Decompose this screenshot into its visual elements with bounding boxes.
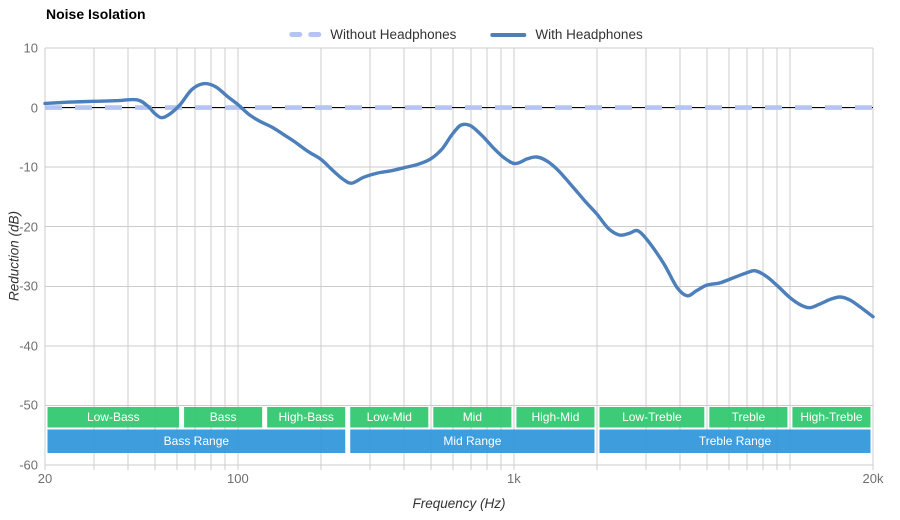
range-band-label: Mid Range xyxy=(443,434,502,449)
y-tick-label: 10 xyxy=(23,40,38,56)
y-tick-label: -20 xyxy=(19,219,38,235)
sub-band-row xyxy=(47,407,871,428)
legend-item-without-headphones: Without Headphones xyxy=(289,27,456,42)
sub-band-label: High-Mid xyxy=(531,410,580,425)
solid-line-legend-marker-icon xyxy=(490,32,527,37)
x-tick-label: 1k xyxy=(507,471,521,486)
y-tick-label: -10 xyxy=(19,159,38,175)
range-band-mid-range xyxy=(350,429,595,453)
sub-band-label: Low-Treble xyxy=(622,410,682,425)
dashed-line-legend-marker-icon xyxy=(289,32,322,37)
legend-item-with-headphones: With Headphones xyxy=(490,27,643,42)
chart-title: Noise Isolation xyxy=(46,6,146,22)
sub-band-label: Treble xyxy=(731,410,766,425)
sub-band-label: High-Bass xyxy=(278,410,334,425)
range-band-bass-range xyxy=(47,429,346,453)
sub-band-low-treble xyxy=(599,407,705,428)
sub-band-mid xyxy=(433,407,512,428)
legend: Without Headphones With Headphones xyxy=(289,27,643,42)
x-tick-label: 20k xyxy=(862,471,884,486)
sub-band-bass xyxy=(184,407,263,428)
sub-band-label: Bass xyxy=(209,410,237,425)
sub-band-label: Mid xyxy=(462,410,483,425)
sub-band-high-treble xyxy=(792,407,871,428)
y-tick-label: 0 xyxy=(30,100,38,116)
y-tick-label: -50 xyxy=(19,397,38,413)
y-tick-label: -40 xyxy=(19,338,38,354)
x-tick-label: 20 xyxy=(37,471,53,486)
sub-band-high-mid xyxy=(516,407,595,428)
y-tick-label: -30 xyxy=(19,278,38,294)
sub-band-label: High-Treble xyxy=(800,410,863,425)
sub-band-label: Low-Bass xyxy=(86,410,140,425)
range-band-row xyxy=(47,429,871,453)
x-axis-title: Frequency (Hz) xyxy=(412,496,506,511)
sub-band-high-bass xyxy=(267,407,346,428)
y-axis-title: Reduction (dB) xyxy=(6,210,22,302)
y-gridlines xyxy=(45,47,873,466)
range-band-label: Treble Range xyxy=(698,434,772,449)
sub-band-label: Low-Mid xyxy=(366,410,412,425)
legend-label: Without Headphones xyxy=(330,27,457,42)
with-headphones-curve xyxy=(43,81,875,319)
range-band-label: Bass Range xyxy=(163,434,230,449)
y-tick-label: -60 xyxy=(19,457,38,473)
sub-band-low-bass xyxy=(47,407,180,428)
sub-band-low-mid xyxy=(350,407,429,428)
sub-band-treble xyxy=(709,407,788,428)
range-band-treble-range xyxy=(599,429,871,453)
x-gridlines xyxy=(44,48,874,470)
x-tick-label: 100 xyxy=(227,471,249,486)
legend-label: With Headphones xyxy=(535,27,643,42)
